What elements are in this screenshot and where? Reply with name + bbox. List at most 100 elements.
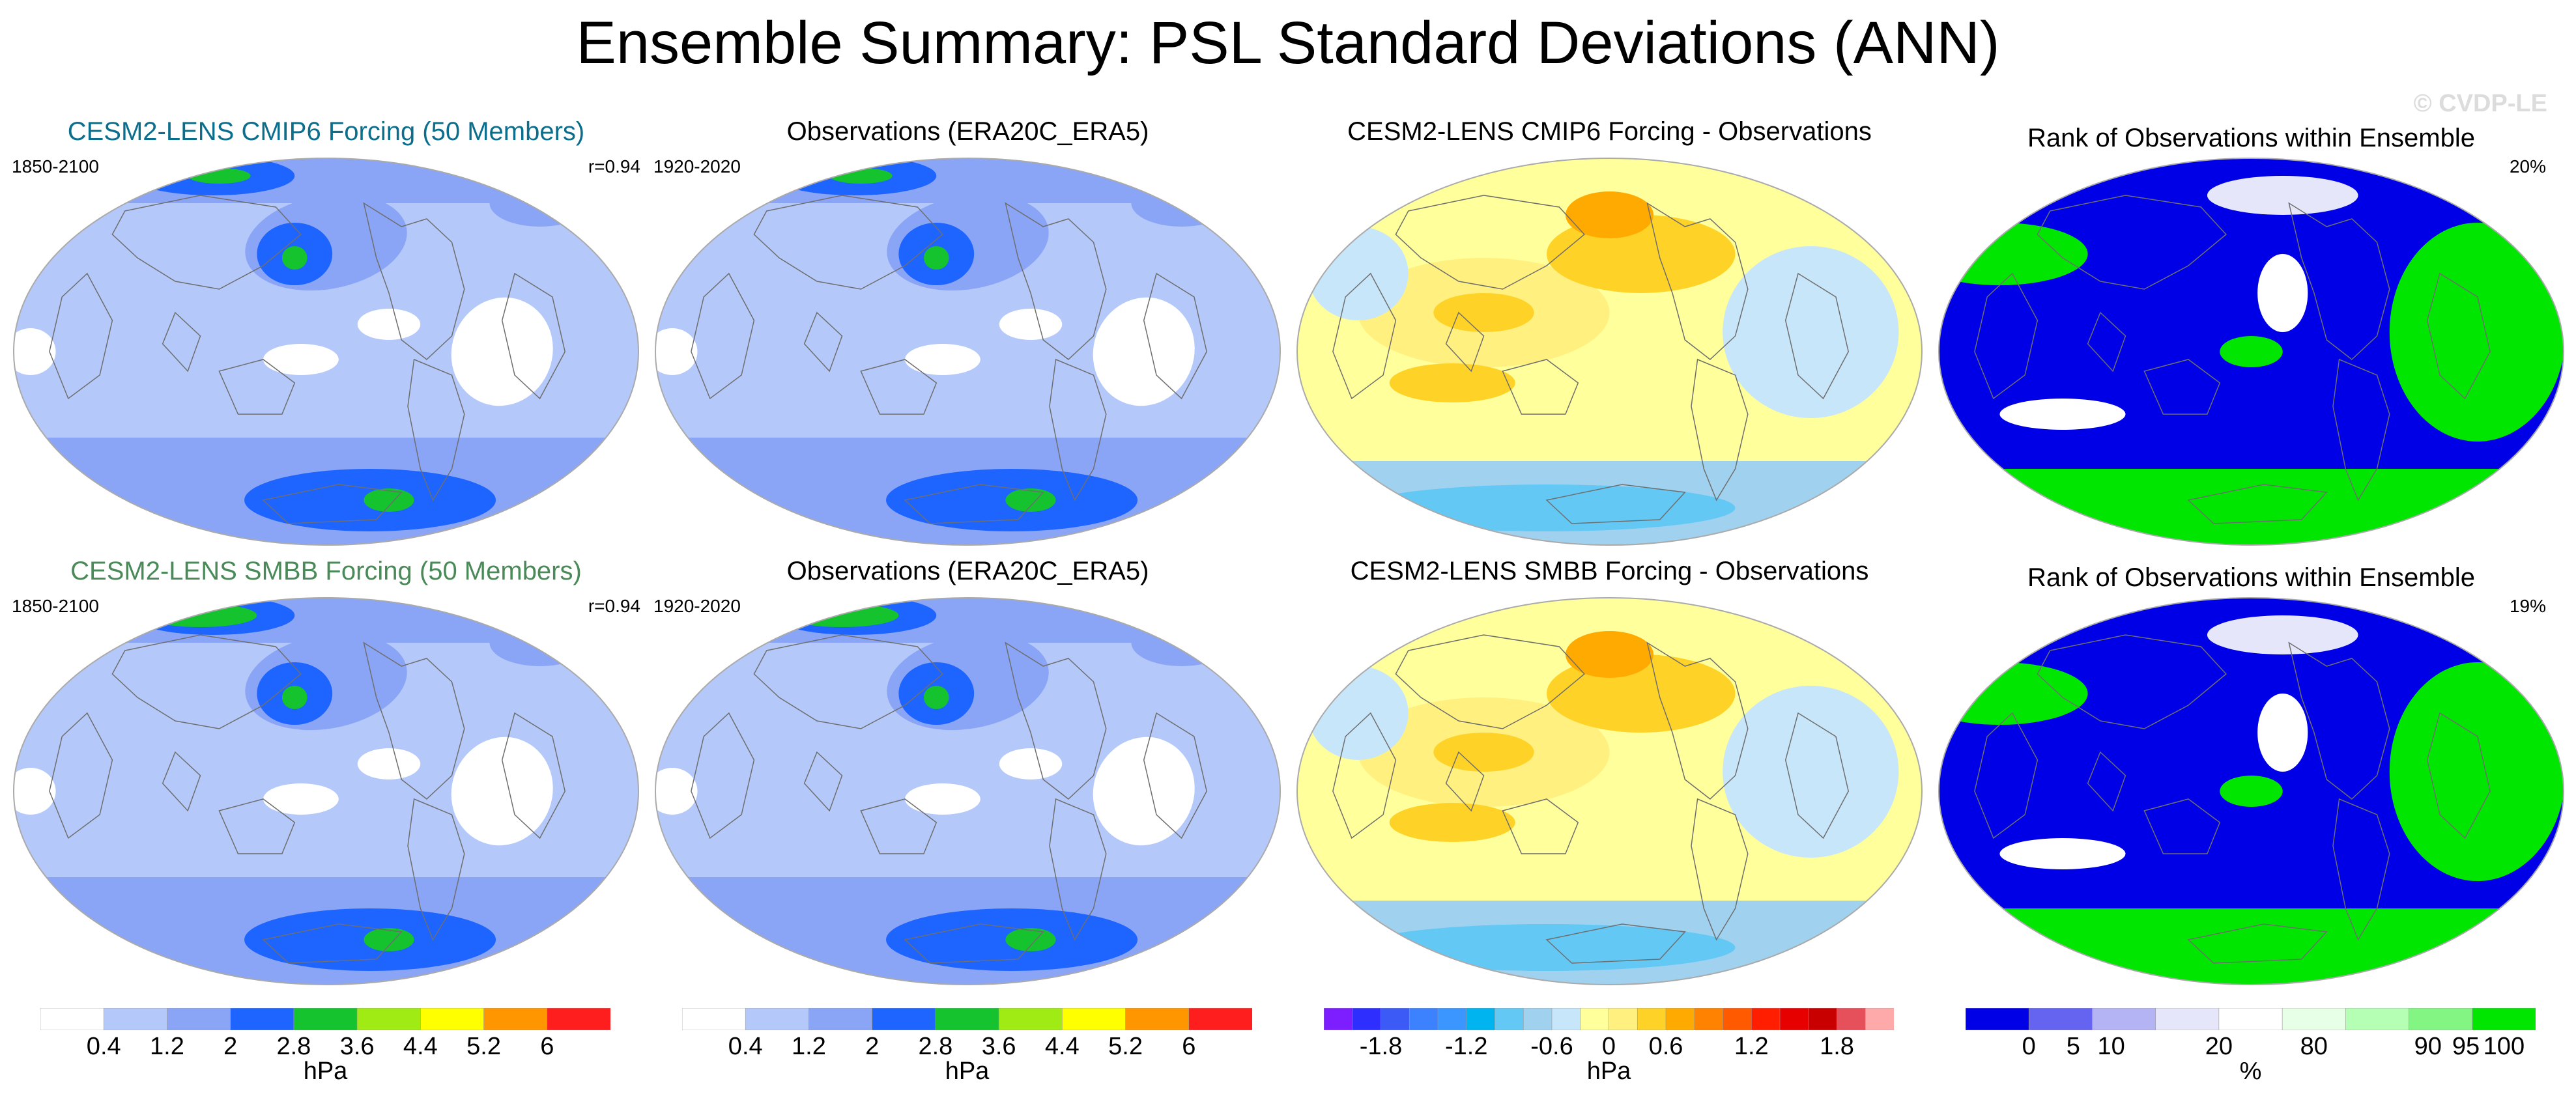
colorbar-swatch: [356, 1008, 422, 1030]
panel-row2-diff: CESM2-LENS SMBB Forcing - Observations: [1295, 557, 1924, 987]
coastline-7: [904, 484, 1044, 524]
colorbar-swatch: [40, 1008, 105, 1030]
panel-title: CESM2-LENS SMBB Forcing - Observations: [1350, 557, 1869, 585]
coastline-1: [2332, 358, 2390, 501]
colorbar-swatch: [1808, 1008, 1838, 1030]
coastline-4: [2143, 798, 2221, 854]
colorbar-tick-label: 6: [540, 1033, 554, 1060]
colorbar-tick-label: 1.2: [150, 1033, 184, 1060]
atlantic-max: [1131, 619, 1232, 666]
panel-row2-model: CESM2-LENS SMBB Forcing (50 Members) 1850…: [12, 557, 640, 987]
colorbar-swatch: [1125, 1008, 1190, 1030]
coastline-0: [1005, 641, 1107, 800]
coastline-3: [2087, 751, 2126, 812]
positive-3: [1565, 631, 1654, 678]
coastline-5: [691, 272, 755, 400]
colorbar-swatch: [167, 1008, 231, 1030]
panel-title: CESM2-LENS CMIP6 Forcing - Observations: [1347, 117, 1872, 146]
coastline-3: [803, 751, 843, 812]
colorbar-tick-label: 95: [2452, 1033, 2480, 1060]
period-label: 1850-2100: [12, 156, 99, 176]
colorbar-swatch: [682, 1008, 747, 1030]
atlantic-max: [489, 180, 590, 227]
colorbar-tick-label: 1.2: [792, 1033, 826, 1060]
std-colorbar-1: 0.4 1.2 2 2.8 3.6 4.4 5.2 6 hPa: [40, 1008, 610, 1099]
tropics-min-4: [14, 328, 56, 375]
colorbar-tick-label: 0: [1601, 1033, 1616, 1060]
colorbar-units: hPa: [945, 1058, 990, 1085]
coastline-2: [111, 195, 302, 290]
colorbar-swatch: [2345, 1008, 2410, 1030]
tropics-min-4: [14, 768, 56, 815]
panel-row1-obs: Observations (ERA20C_ERA5) 1920-2020: [653, 117, 1282, 547]
colorbar-swatch: [2092, 1008, 2156, 1030]
rank-colorbar: 0 5 10 20 80 90 95 100%: [1966, 1008, 2536, 1099]
colorbar-swatch: [872, 1008, 936, 1030]
coastline-7: [1545, 484, 1686, 524]
coastline-5: [1974, 272, 2039, 400]
rank-mid-1: [2257, 694, 2308, 772]
rank-mid-2: [1999, 838, 2126, 869]
colorbar-swatch: [2409, 1008, 2473, 1030]
colorbar-swatch: [293, 1008, 358, 1030]
coastline-3: [2087, 311, 2126, 372]
coastline-6: [2426, 272, 2491, 400]
colorbar-swatch: [2155, 1008, 2220, 1030]
negative-1: [1723, 686, 1899, 858]
colorbar-swatch: [2218, 1008, 2283, 1030]
panel-row1-rank: Rank of Observations within Ensemble 20%: [1937, 117, 2566, 547]
coastline-7: [2187, 484, 2328, 524]
colorbar-swatch: [1062, 1008, 1126, 1030]
colorbar-tick-label: -1.2: [1445, 1033, 1488, 1060]
coastline-2: [753, 634, 943, 729]
coastline-1: [407, 358, 465, 501]
coastline-2: [753, 195, 943, 290]
colorbar-tick-label: 20: [2205, 1033, 2233, 1060]
colorbar-swatch: [1751, 1008, 1781, 1030]
southern-ocean-peak: [1005, 928, 1056, 951]
colorbar-swatch: [1188, 1008, 1252, 1030]
coastline-6: [501, 712, 565, 839]
map-field: [1297, 598, 1922, 985]
north-pole-peak: [785, 604, 899, 627]
coastline-5: [49, 272, 113, 400]
tropics-min-4: [655, 768, 698, 815]
north-pole-peak: [143, 604, 257, 627]
coastline-0: [363, 641, 465, 800]
coastline-1: [407, 798, 465, 941]
tropics-min-4: [655, 328, 698, 375]
coastline-4: [860, 798, 937, 854]
colorbar-tick-label: 100: [2483, 1033, 2525, 1060]
map-border: [655, 597, 1281, 985]
positive-3: [1565, 191, 1654, 238]
aleutian-low-peak: [281, 686, 308, 709]
southern-ocean-peak: [1005, 488, 1056, 512]
stat-label: r=0.94: [588, 596, 640, 616]
colorbar-swatch: [1580, 1008, 1610, 1030]
panel-title: Rank of Observations within Ensemble: [2027, 124, 2475, 152]
rank-mid-3: [2207, 176, 2358, 215]
colorbar-tick-label: 2: [865, 1033, 880, 1060]
std-colorbar-2: 0.4 1.2 2 2.8 3.6 4.4 5.2 6 hPa: [682, 1008, 1252, 1099]
map-row2-diff: [1296, 597, 1923, 985]
map-row1-model: [13, 158, 639, 546]
coastline-5: [1332, 272, 1397, 400]
colorbar-swatch: [1865, 1008, 1894, 1030]
colorbar-swatches: [40, 1008, 610, 1030]
tropics-min-2: [905, 783, 980, 815]
coastline-2: [2037, 195, 2227, 290]
coastline-4: [1502, 359, 1579, 415]
coastline-2: [2037, 634, 2227, 729]
map-row1-rank: [1938, 158, 2564, 546]
rank-high-2: [2389, 223, 2564, 442]
tropics-min-3: [1093, 737, 1195, 846]
stat-label: 19%: [2509, 596, 2546, 616]
map-row1-obs: [655, 158, 1281, 546]
coastline-1: [1691, 358, 1749, 501]
stat-label: 20%: [2509, 156, 2546, 176]
tropics-min-1: [999, 748, 1063, 779]
colorbar-swatch: [745, 1008, 810, 1030]
coastline-0: [363, 202, 465, 360]
negative-1: [1723, 246, 1899, 418]
panel-row2-rank: Rank of Observations within Ensemble 19%: [1937, 557, 2566, 987]
